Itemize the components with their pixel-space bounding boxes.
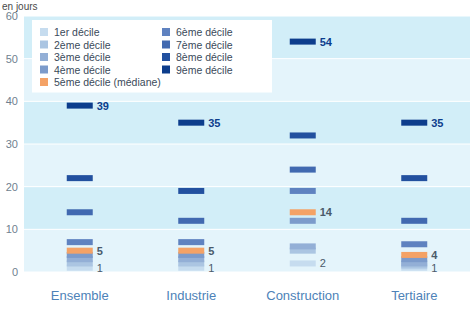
grid-band bbox=[24, 144, 470, 187]
decile-mark bbox=[290, 167, 316, 173]
grid bbox=[24, 16, 470, 272]
data-label: 5 bbox=[97, 245, 103, 257]
x-tick-label: Construction bbox=[266, 288, 339, 303]
decile-mark bbox=[401, 252, 427, 258]
data-label: 35 bbox=[431, 117, 443, 129]
data-label: 54 bbox=[320, 36, 333, 48]
decile-mark bbox=[401, 241, 427, 247]
decile-mark bbox=[290, 188, 316, 194]
decile-mark bbox=[401, 218, 427, 224]
legend-label: 9ème décile bbox=[176, 64, 233, 76]
data-label: 1 bbox=[431, 262, 437, 274]
decile-mark bbox=[67, 239, 93, 245]
data-label: 39 bbox=[97, 100, 109, 112]
decile-mark bbox=[67, 175, 93, 181]
grid-line bbox=[24, 144, 470, 145]
grid-line bbox=[24, 272, 470, 273]
x-tick-label: Tertiaire bbox=[391, 288, 437, 303]
decile-mark bbox=[290, 260, 316, 266]
legend-label: 4ème décile bbox=[54, 64, 111, 76]
y-tick-label: 20 bbox=[6, 181, 18, 193]
decile-mark bbox=[401, 175, 427, 181]
grid-line bbox=[24, 186, 470, 187]
data-label: 4 bbox=[431, 249, 438, 261]
decile-mark bbox=[290, 218, 316, 224]
legend-swatch bbox=[40, 28, 48, 36]
legend-swatch bbox=[40, 78, 48, 86]
x-tick-label: Industrie bbox=[166, 288, 216, 303]
decile-mark bbox=[178, 188, 204, 194]
y-tick-label: 10 bbox=[6, 223, 18, 235]
legend-swatch bbox=[162, 28, 170, 36]
y-tick-label: 40 bbox=[6, 95, 18, 107]
legend-swatch bbox=[40, 53, 48, 61]
data-label: 14 bbox=[320, 206, 333, 218]
legend: 1er décile2ème décile3ème décile4ème déc… bbox=[32, 20, 272, 93]
data-label: 35 bbox=[208, 117, 220, 129]
legend-swatch bbox=[40, 66, 48, 74]
y-tick-label: 0 bbox=[12, 266, 18, 278]
legend-swatch bbox=[162, 66, 170, 74]
y-axis-label: en jours bbox=[2, 1, 38, 12]
data-label: 1 bbox=[208, 262, 214, 274]
legend-swatch bbox=[162, 53, 170, 61]
decile-mark bbox=[290, 243, 316, 249]
data-label: 1 bbox=[97, 262, 103, 274]
legend-box bbox=[32, 20, 272, 93]
legend-label: 8ème décile bbox=[176, 51, 233, 63]
y-tick-label: 30 bbox=[6, 138, 18, 150]
decile-mark bbox=[178, 248, 204, 254]
decile-mark bbox=[178, 218, 204, 224]
decile-mark bbox=[401, 120, 427, 126]
legend-swatch bbox=[40, 41, 48, 49]
chart-root: 0102030405060en joursEnsembleIndustrieCo… bbox=[0, 0, 472, 315]
data-label: 5 bbox=[208, 245, 214, 257]
decile-mark bbox=[178, 120, 204, 126]
legend-label: 3ème décile bbox=[54, 51, 111, 63]
legend-label: 6ème décile bbox=[176, 26, 233, 38]
legend-label: 5ème décile (médiane) bbox=[54, 76, 161, 88]
chart-svg: 0102030405060en joursEnsembleIndustrieCo… bbox=[0, 0, 472, 315]
decile-mark bbox=[67, 209, 93, 215]
decile-mark bbox=[290, 209, 316, 215]
grid-band bbox=[24, 101, 470, 144]
grid-band bbox=[24, 229, 470, 272]
grid-band bbox=[24, 187, 470, 230]
legend-label: 1er décile bbox=[54, 26, 100, 38]
grid-line bbox=[24, 229, 470, 230]
y-axis: 0102030405060 bbox=[6, 10, 18, 278]
y-tick-label: 50 bbox=[6, 53, 18, 65]
legend-swatch bbox=[162, 41, 170, 49]
grid-line bbox=[24, 16, 470, 17]
x-tick-label: Ensemble bbox=[51, 288, 109, 303]
data-label: 2 bbox=[320, 257, 326, 269]
legend-label: 2ème décile bbox=[54, 39, 111, 51]
decile-mark bbox=[67, 103, 93, 109]
legend-label: 7ème décile bbox=[176, 39, 233, 51]
decile-mark bbox=[290, 132, 316, 138]
grid-line bbox=[24, 101, 470, 102]
decile-mark bbox=[67, 248, 93, 254]
decile-mark bbox=[178, 239, 204, 245]
decile-mark bbox=[290, 39, 316, 45]
